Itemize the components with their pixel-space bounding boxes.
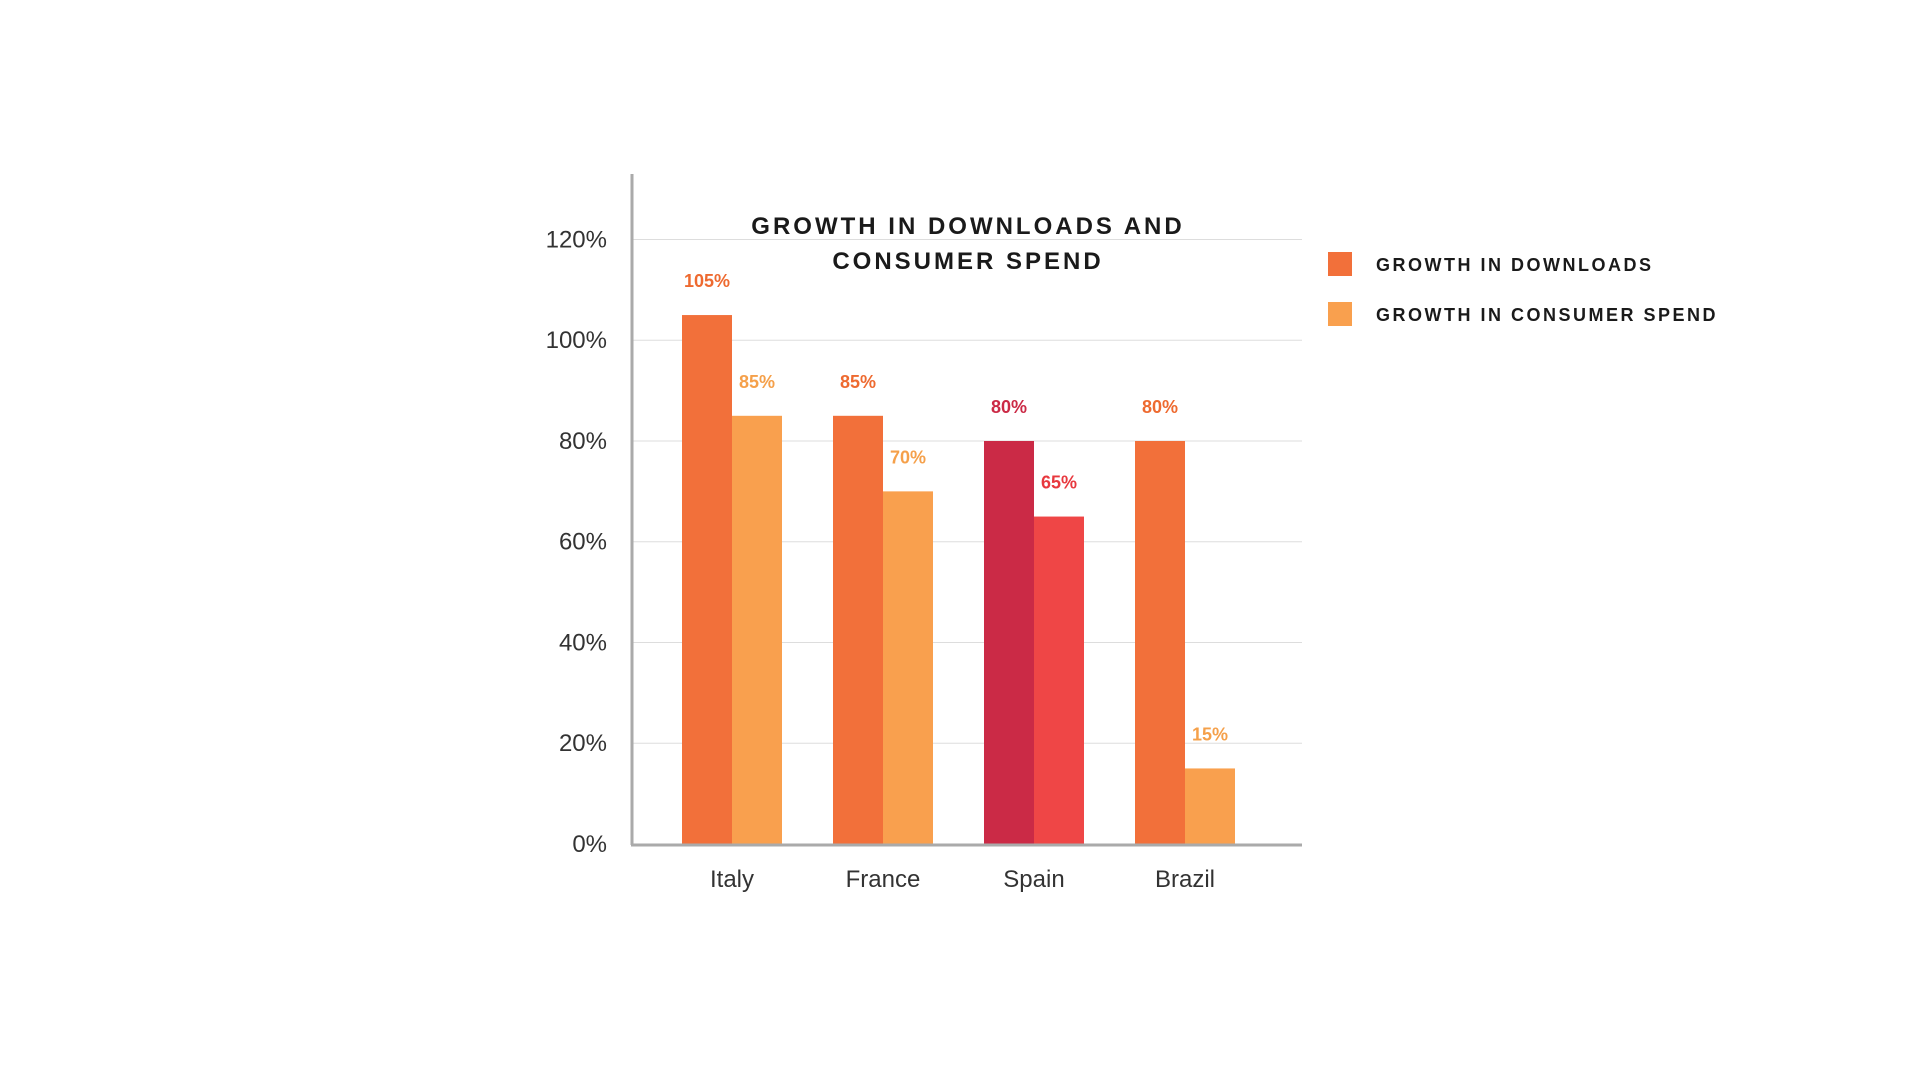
value-label: 70% [890, 447, 926, 467]
y-axis-tick-labels: 0% 20% 40% 60% 80% 100% 120% [546, 226, 607, 858]
x-category-label: Spain [1003, 866, 1064, 893]
y-tick-label: 60% [559, 529, 607, 556]
bar-brazil-downloads [1135, 440, 1185, 844]
bar-spain-consumer-spend [1034, 516, 1084, 844]
bar-italy-consumer-spend [732, 415, 782, 844]
bar-italy-downloads [682, 315, 732, 845]
value-label: 65% [1041, 473, 1077, 493]
bars [682, 315, 1235, 845]
value-label: 80% [1142, 397, 1178, 417]
value-label: 105% [684, 271, 730, 291]
value-label: 85% [840, 372, 876, 392]
chart-title-line-2: CONSUMER SPEND [832, 248, 1103, 275]
y-tick-label: 100% [546, 327, 607, 354]
value-label: 80% [991, 397, 1027, 417]
y-tick-label: 40% [559, 629, 607, 656]
legend-swatch-consumer-spend [1328, 302, 1352, 326]
y-tick-label: 20% [559, 730, 607, 757]
x-category-label: Brazil [1155, 866, 1215, 893]
legend: GROWTH IN DOWNLOADS GROWTH IN CONSUMER S… [1328, 252, 1718, 326]
value-label: 85% [739, 372, 775, 392]
bar-france-consumer-spend [883, 491, 933, 844]
x-axis-category-labels: Italy France Spain Brazil [710, 866, 1215, 893]
y-tick-label: 80% [559, 428, 607, 455]
legend-label-downloads: GROWTH IN DOWNLOADS [1376, 255, 1653, 275]
x-category-label: Italy [710, 866, 754, 893]
value-label: 15% [1192, 724, 1228, 744]
value-labels: 105% 85% 85% 70% 80% 65% 80% 15% [684, 271, 1228, 744]
axes [630, 174, 1302, 847]
y-tick-label: 0% [572, 831, 607, 858]
legend-swatch-downloads [1328, 252, 1352, 276]
bar-brazil-consumer-spend [1185, 768, 1235, 844]
x-category-label: France [846, 866, 921, 893]
chart-title: GROWTH IN DOWNLOADS AND CONSUMER SPEND [751, 213, 1184, 275]
y-tick-label: 120% [546, 226, 607, 253]
legend-label-consumer-spend: GROWTH IN CONSUMER SPEND [1376, 305, 1718, 325]
chart-title-line-1: GROWTH IN DOWNLOADS AND [751, 213, 1184, 240]
bar-france-downloads [833, 415, 883, 844]
bar-spain-downloads [984, 440, 1034, 844]
